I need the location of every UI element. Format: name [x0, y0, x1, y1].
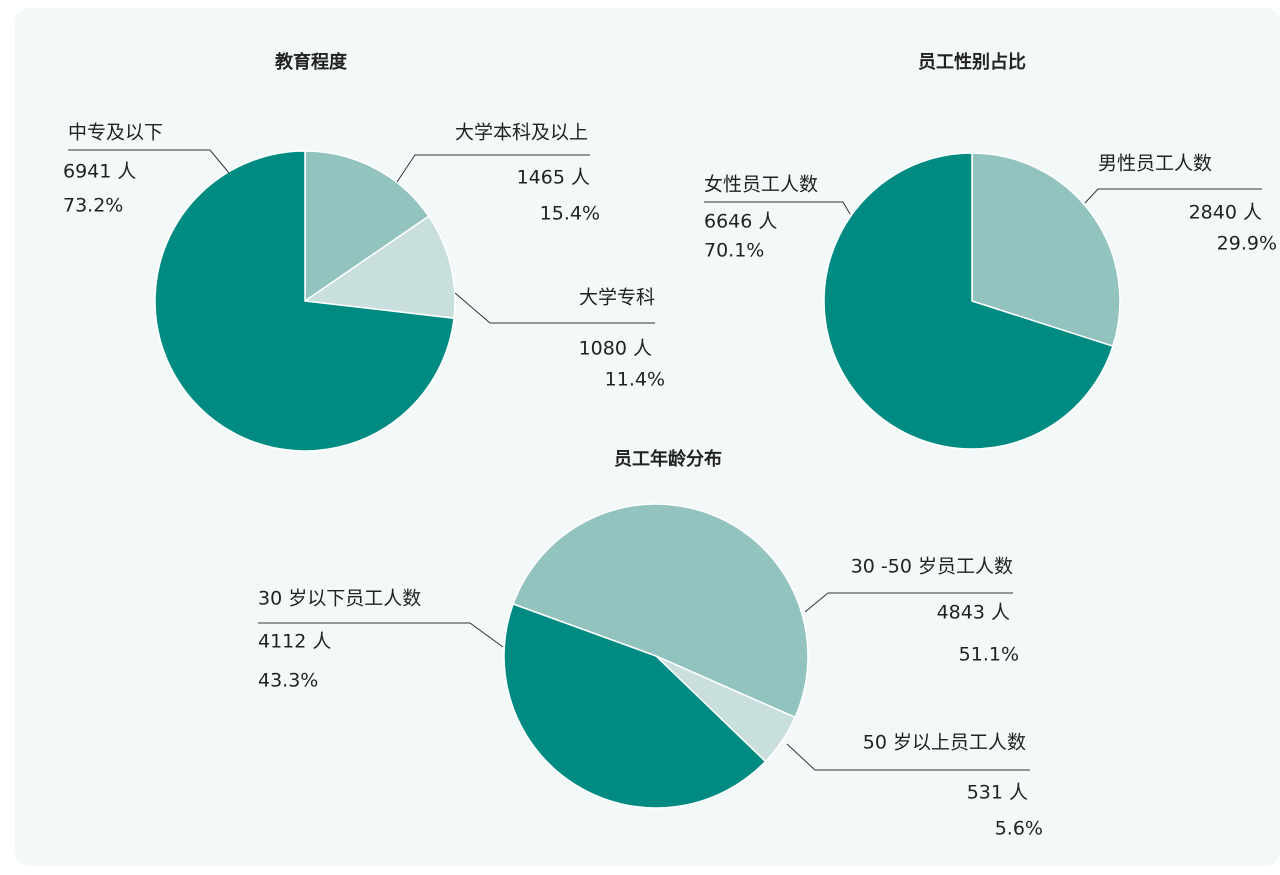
chart-title: 员工性别占比: [918, 51, 1026, 73]
share-label: 51.1%: [959, 644, 1019, 666]
leader-line: [396, 154, 590, 183]
slice-label: 大学本科及以上: [455, 122, 588, 144]
value-label: 2840 人: [1189, 202, 1262, 224]
leader-line: [1084, 188, 1262, 204]
slice-label: 30 岁以下员工人数: [258, 588, 421, 610]
pie-slice: [302, 215, 456, 320]
share-label: 5.6%: [995, 818, 1043, 840]
pie-slice: [304, 150, 430, 303]
value-label: 4843 人: [937, 602, 1010, 624]
share-label: 29.9%: [1217, 233, 1277, 255]
slice-label: 中专及以下: [68, 122, 163, 144]
slice-label: 男性员工人数: [1098, 153, 1212, 175]
slice-label: 30 -50 岁员工人数: [851, 556, 1013, 578]
value-label: 1080 人: [579, 338, 652, 360]
slice-label: 女性员工人数: [704, 174, 818, 196]
chart-title: 员工年龄分布: [614, 448, 722, 470]
pie-slice: [503, 603, 767, 809]
share-label: 15.4%: [540, 203, 600, 225]
pie-slice: [154, 150, 455, 452]
pie-slice: [512, 503, 809, 719]
pie-slice: [971, 152, 1121, 348]
slice-label: 50 岁以上员工人数: [863, 732, 1026, 754]
value-label: 6941 人: [63, 161, 136, 183]
value-label: 4112 人: [258, 631, 331, 653]
value-label: 6646 人: [704, 211, 777, 233]
share-label: 70.1%: [704, 240, 764, 262]
leader-line: [258, 622, 504, 648]
value-label: 531 人: [967, 782, 1028, 804]
slice-label: 大学专科: [579, 287, 655, 309]
leader-line: [454, 292, 655, 324]
leader-line: [804, 592, 1013, 613]
share-label: 43.3%: [258, 670, 318, 692]
leader-line: [704, 201, 851, 215]
share-label: 73.2%: [63, 195, 123, 217]
chart-title: 教育程度: [275, 51, 348, 73]
leader-line: [68, 149, 230, 174]
share-label: 11.4%: [605, 369, 665, 391]
value-label: 1465 人: [517, 167, 590, 189]
leader-line: [786, 743, 1030, 771]
pie-slice: [823, 152, 1114, 450]
